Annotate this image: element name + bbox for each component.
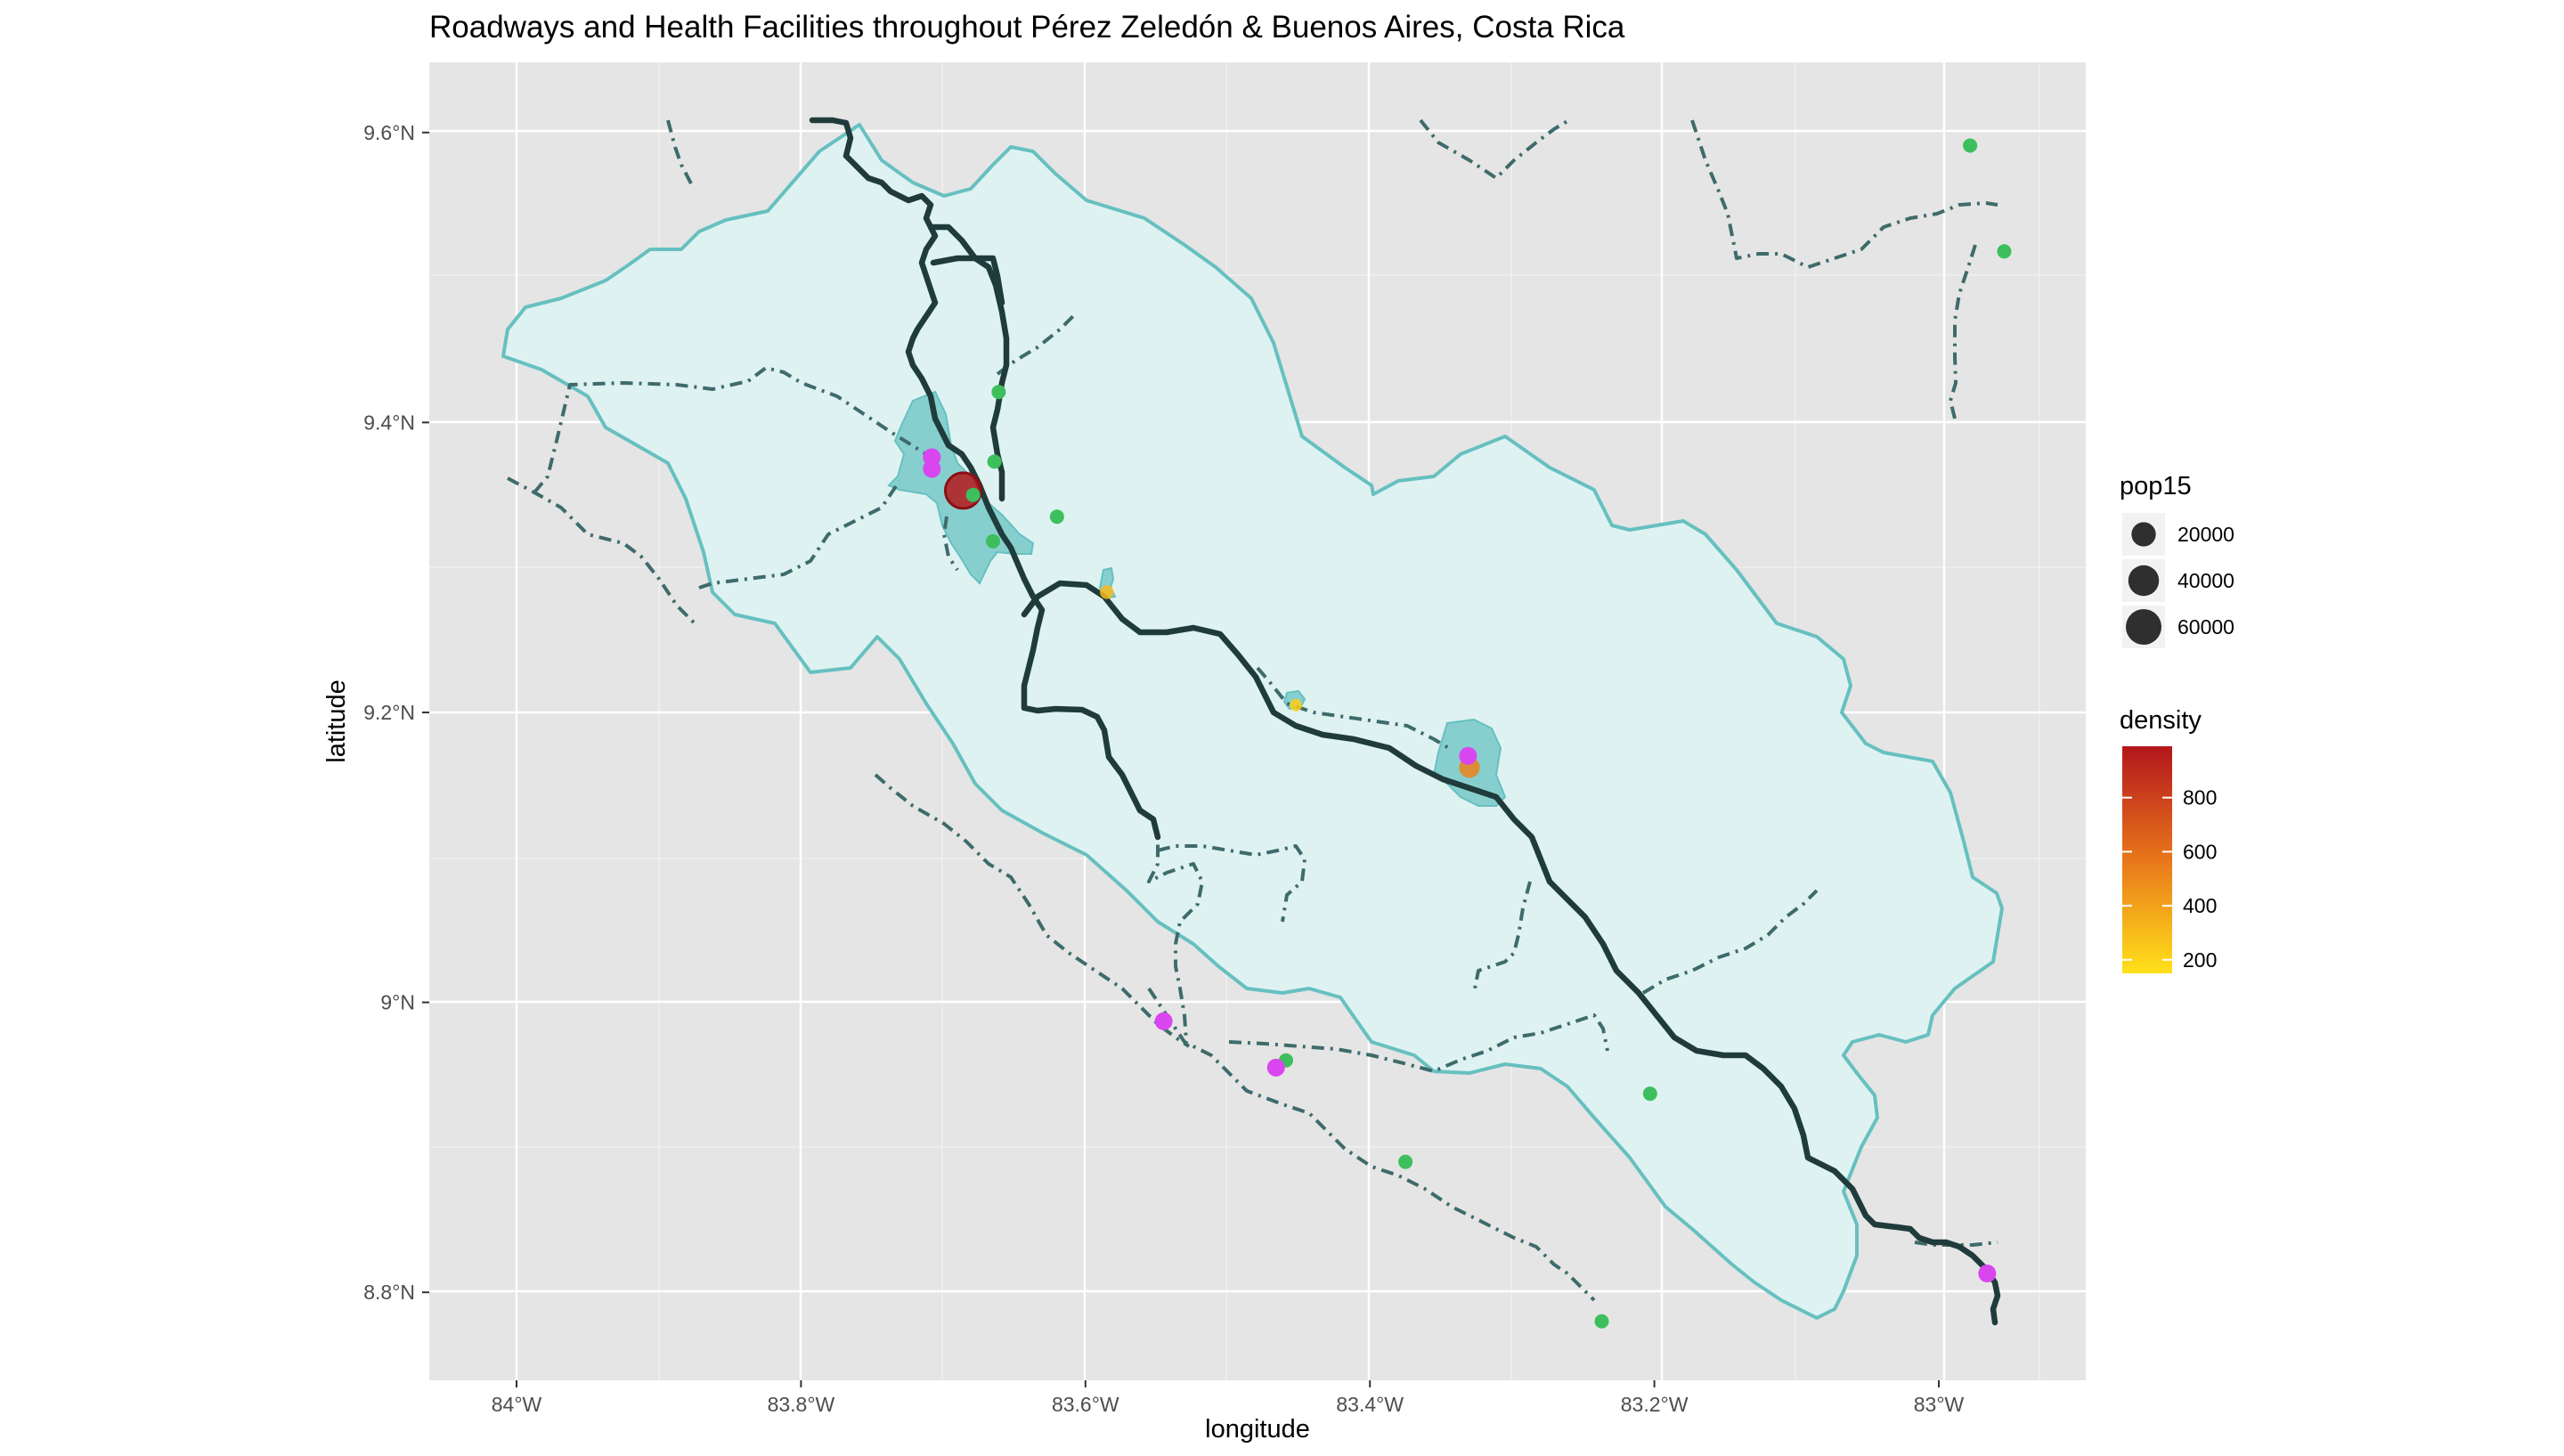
legend-size-key bbox=[2128, 565, 2160, 597]
population-point bbox=[1290, 698, 1303, 712]
y-tick-label: 9.4°N bbox=[363, 411, 415, 434]
y-tick-label: 9.2°N bbox=[363, 701, 415, 724]
x-tick-label: 83°W bbox=[1914, 1393, 1965, 1416]
y-tick-label: 9.6°N bbox=[363, 121, 415, 144]
legend-color-label: 600 bbox=[2183, 840, 2217, 863]
y-tick-label: 8.8°N bbox=[363, 1281, 415, 1304]
health-facilities bbox=[923, 138, 2012, 1329]
legend-color-bar bbox=[2122, 746, 2172, 973]
y-axis-ticks: 8.8°N 9°N 9.2°N 9.4°N 9.6°N bbox=[363, 121, 429, 1304]
y-tick-label: 9°N bbox=[380, 991, 415, 1014]
legend-size-key bbox=[2131, 522, 2156, 547]
legend-size-title: pop15 bbox=[2120, 472, 2192, 500]
x-tick-label: 83.8°W bbox=[768, 1393, 835, 1416]
health-facility-point bbox=[965, 487, 981, 502]
health-facility-point bbox=[1398, 1154, 1413, 1169]
legend-size-label: 40000 bbox=[2177, 569, 2234, 592]
health-facility-point bbox=[1642, 1086, 1657, 1102]
health-facility-point-major bbox=[1459, 746, 1477, 765]
secondary-roads bbox=[507, 117, 1998, 1302]
x-axis-ticks: 84°W 83.8°W 83.6°W 83.4°W 83.2°W 83°W bbox=[492, 1380, 1965, 1416]
legend-color-label: 200 bbox=[2183, 948, 2217, 972]
x-tick-label: 83.6°W bbox=[1052, 1393, 1119, 1416]
x-tick-label: 83.2°W bbox=[1621, 1393, 1689, 1416]
population-point bbox=[1100, 585, 1114, 599]
legend-color-title: density bbox=[2120, 706, 2202, 735]
health-facility-point bbox=[1963, 138, 1978, 153]
legend-size-label: 20000 bbox=[2177, 523, 2234, 546]
x-axis-title: longitude bbox=[1205, 1415, 1310, 1444]
legend-size-key bbox=[2126, 609, 2161, 645]
chart-title: Roadways and Health Facilities throughou… bbox=[429, 10, 1625, 45]
x-tick-label: 83.4°W bbox=[1336, 1393, 1404, 1416]
x-tick-label: 84°W bbox=[492, 1393, 542, 1416]
health-facility-point-major bbox=[1154, 1012, 1173, 1030]
legend-color-label: 800 bbox=[2183, 786, 2217, 809]
legend-color: density 200 400 600 800 bbox=[2120, 706, 2217, 973]
health-facility-point-major bbox=[1266, 1058, 1285, 1077]
health-facility-point bbox=[987, 454, 1002, 469]
health-facility-point-major bbox=[923, 460, 941, 478]
health-facility-point bbox=[1997, 244, 2012, 259]
legend-size-label: 60000 bbox=[2177, 615, 2234, 639]
main-highway-loop bbox=[930, 255, 1005, 306]
legend-color-label: 400 bbox=[2183, 894, 2217, 917]
interamerican-highway bbox=[1021, 580, 2001, 1326]
health-facility-point bbox=[1594, 1314, 1609, 1329]
y-axis-title: latitude bbox=[322, 679, 351, 763]
health-facility-point-major bbox=[1978, 1265, 1997, 1283]
health-facility-point bbox=[985, 533, 1000, 549]
main-highway-north-branch bbox=[927, 224, 1010, 502]
main-highway bbox=[809, 117, 1161, 841]
legend-size: pop15 20000 40000 60000 bbox=[2120, 472, 2234, 648]
health-facility-point bbox=[991, 385, 1006, 400]
health-facility-point bbox=[1049, 509, 1064, 525]
